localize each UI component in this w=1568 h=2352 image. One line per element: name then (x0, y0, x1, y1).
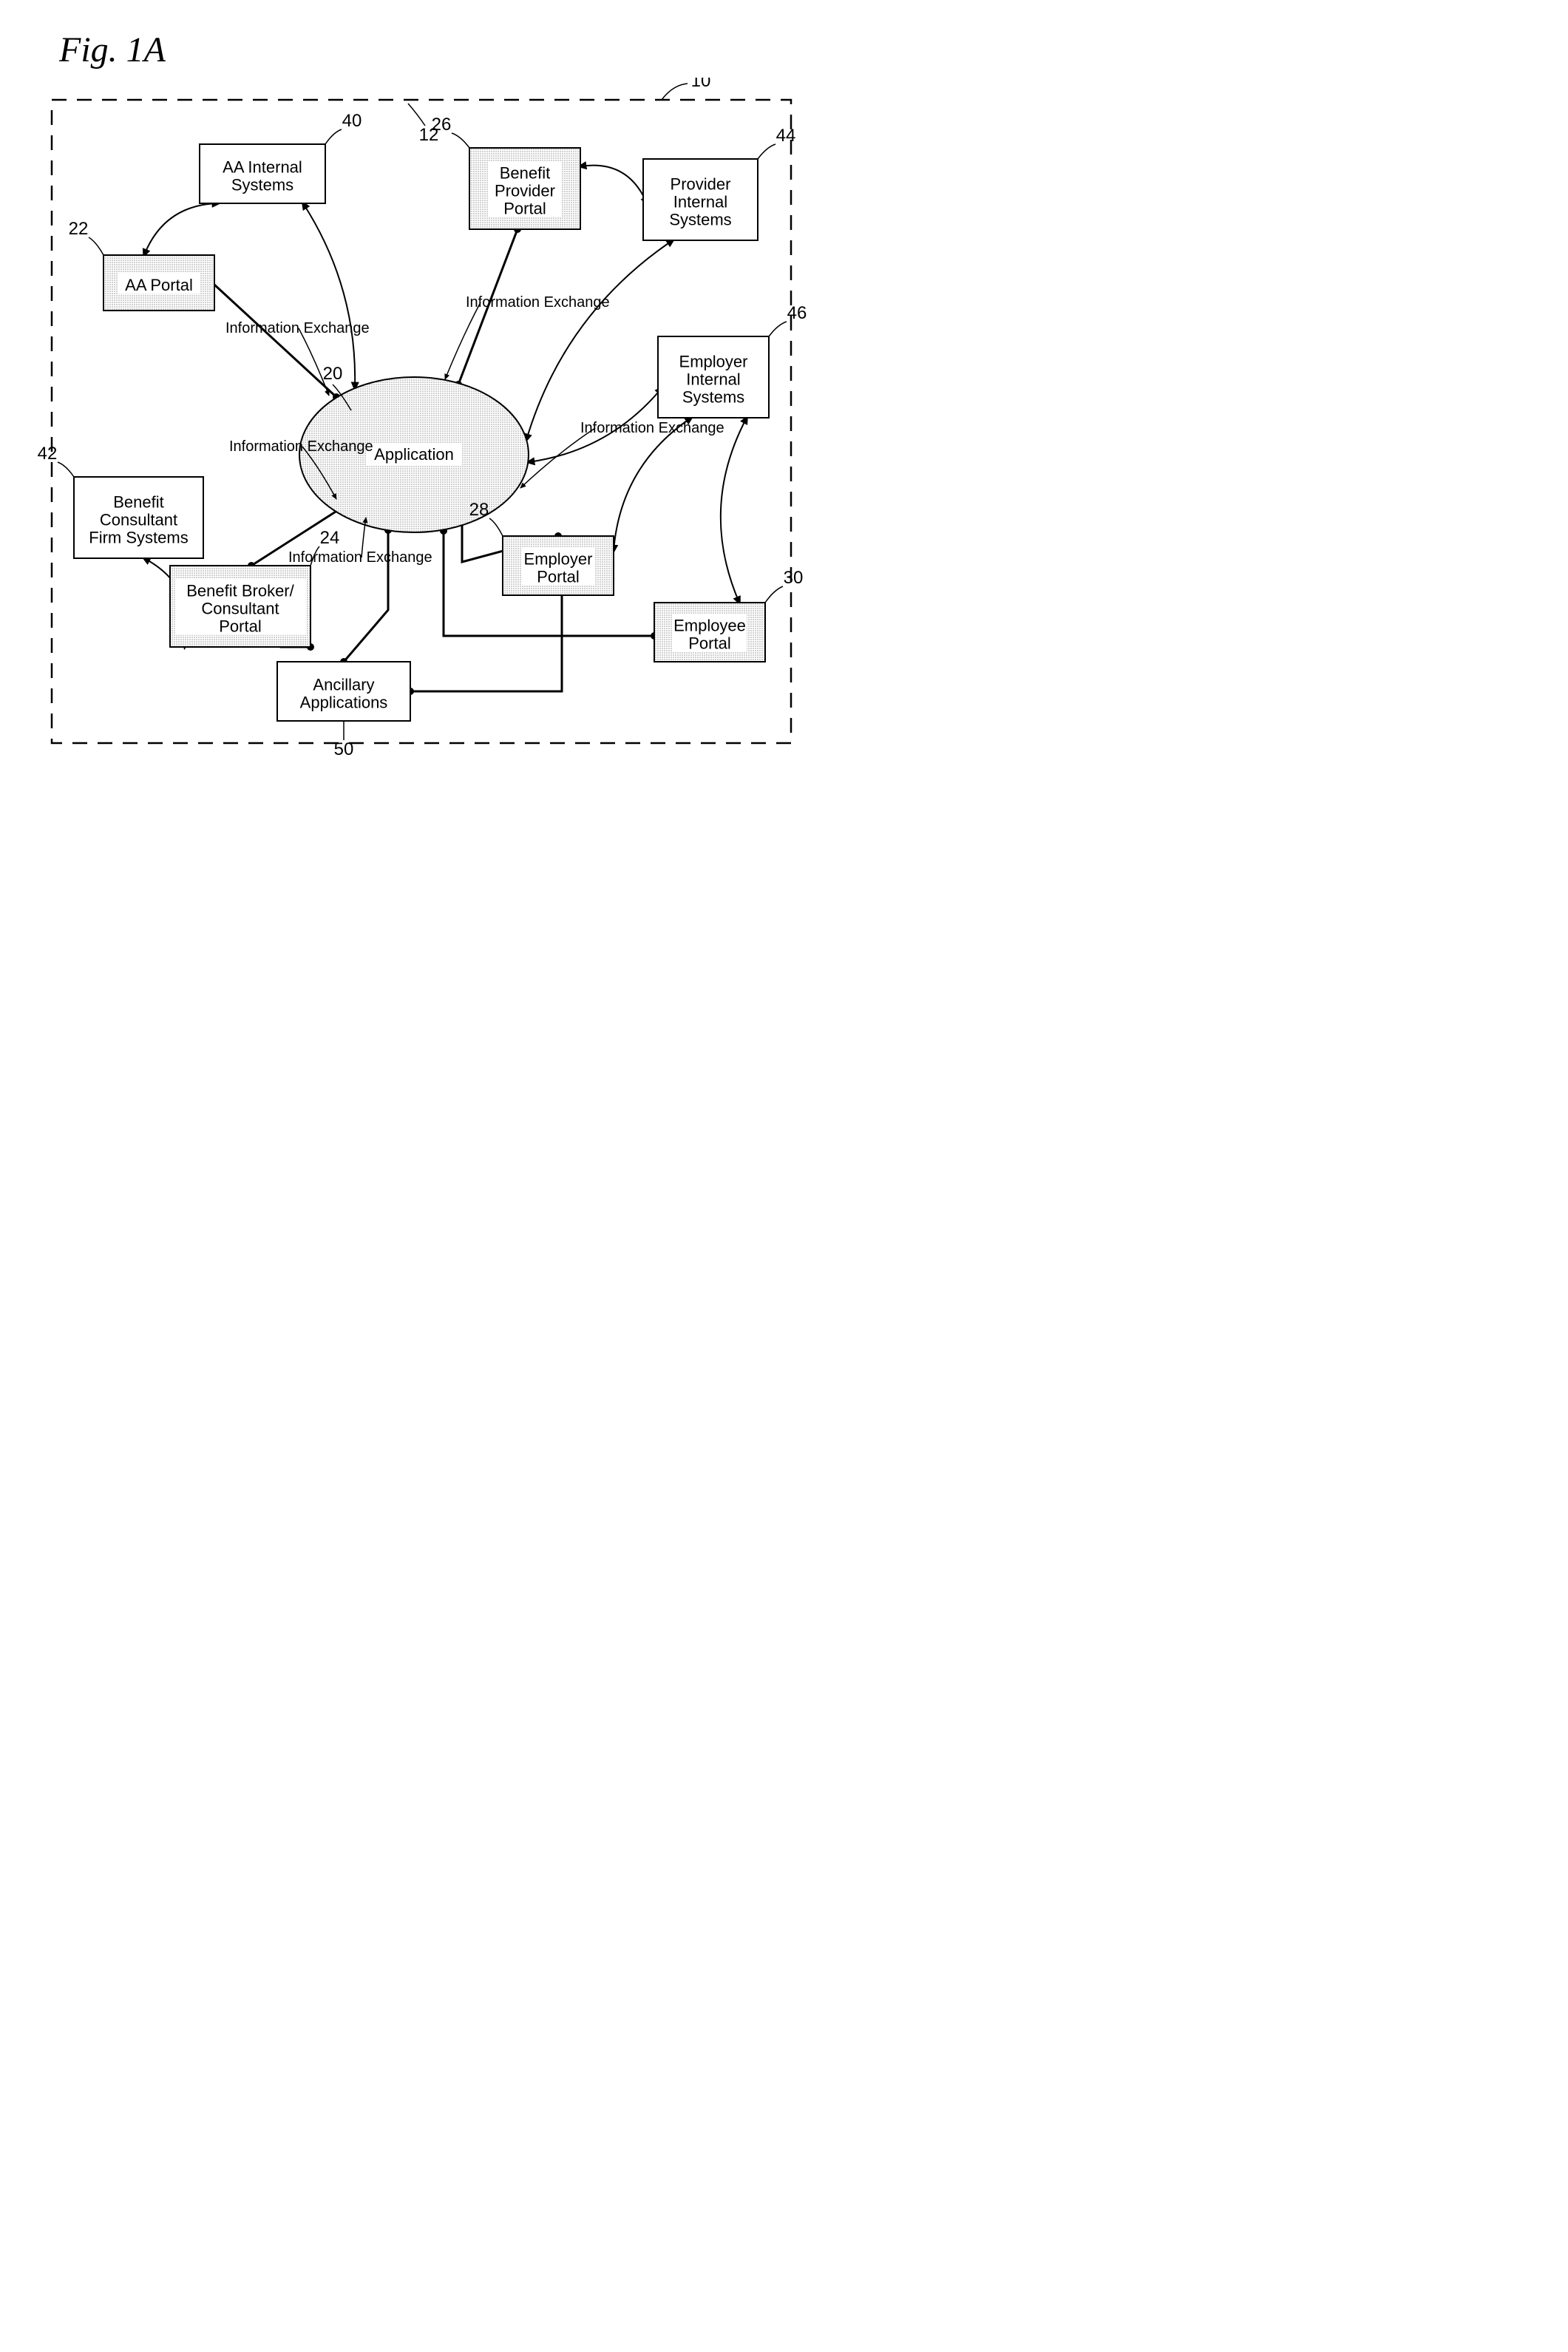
ee_portal-label: Portal (688, 634, 730, 653)
info-exchange-label: Information Exchange (466, 294, 610, 311)
info-exchange-label: Information Exchange (288, 549, 432, 566)
info-exchange-label: Information Exchange (229, 438, 373, 455)
arc-emp_int-ee_portal (721, 418, 747, 603)
ref-application: 20 (323, 364, 343, 384)
bp_portal-label: Portal (503, 200, 546, 218)
ref-aa_int: 40 (342, 111, 362, 131)
figure-title: Fig. 1A (59, 30, 1538, 70)
ref-leader-outer (662, 84, 688, 100)
aa_int-label: AA Internal (223, 158, 302, 177)
arc-emp_int-emp_portal (614, 418, 691, 551)
info-exchange-label: Information Exchange (580, 420, 724, 436)
bc_portal-label: Benefit Broker/ (186, 582, 294, 600)
spoke-aa_portal (214, 285, 336, 397)
emp_int-label: Employer (679, 353, 748, 371)
arc-prov_int-center (526, 240, 673, 440)
prov_int-label: Internal (673, 193, 727, 211)
extra-connector (410, 595, 562, 691)
info-exchange-leader (520, 428, 595, 488)
prov_int-label: Systems (669, 211, 731, 229)
ref-ee_portal: 30 (784, 568, 804, 588)
arc-bp_portal-prov_int (580, 166, 647, 203)
emp_int-label: Systems (682, 388, 744, 407)
ref-prov_int: 44 (776, 126, 796, 146)
bc_portal-label: Consultant (201, 600, 279, 618)
prov_int-label: Provider (671, 175, 731, 194)
bp_portal-label: Benefit (500, 164, 551, 183)
ref-bp_portal: 26 (432, 115, 452, 135)
emp_portal-label: Portal (537, 568, 579, 586)
system-diagram: 10 12 ApplicationAA PortalAA InternalSys… (30, 78, 813, 758)
bc_firm-label: Benefit (113, 493, 164, 512)
bp_portal-label: Provider (495, 182, 555, 200)
bc_firm-label: Consultant (100, 511, 177, 529)
ref-emp_int: 46 (787, 303, 807, 323)
aa_int-label: Systems (231, 176, 293, 194)
ref-aa_portal: 22 (69, 219, 89, 239)
ancillary-label: Ancillary (313, 676, 374, 694)
ref-leader-inner (408, 104, 425, 126)
emp_portal-label: Employer (524, 550, 593, 569)
emp_int-label: Internal (686, 370, 740, 389)
ref-bc_portal: 24 (320, 528, 340, 548)
bc_firm-label: Firm Systems (89, 529, 188, 547)
arc-aa_int-center (303, 203, 355, 388)
ref-ancillary: 50 (334, 739, 354, 758)
ref-emp_portal: 28 (469, 500, 489, 520)
arc-aa_portal-aa_int (144, 203, 218, 255)
ee_portal-label: Employee (673, 617, 746, 635)
bc_portal-label: Portal (219, 617, 261, 636)
application-label: Application (374, 445, 454, 464)
ref-outer: 10 (691, 78, 711, 91)
ancillary-label: Applications (300, 694, 388, 712)
info-exchange-leader (299, 328, 329, 396)
aa_portal-label: AA Portal (125, 276, 193, 294)
ref-bc_firm: 42 (38, 444, 58, 464)
info-exchange-label: Information Exchange (225, 320, 370, 336)
